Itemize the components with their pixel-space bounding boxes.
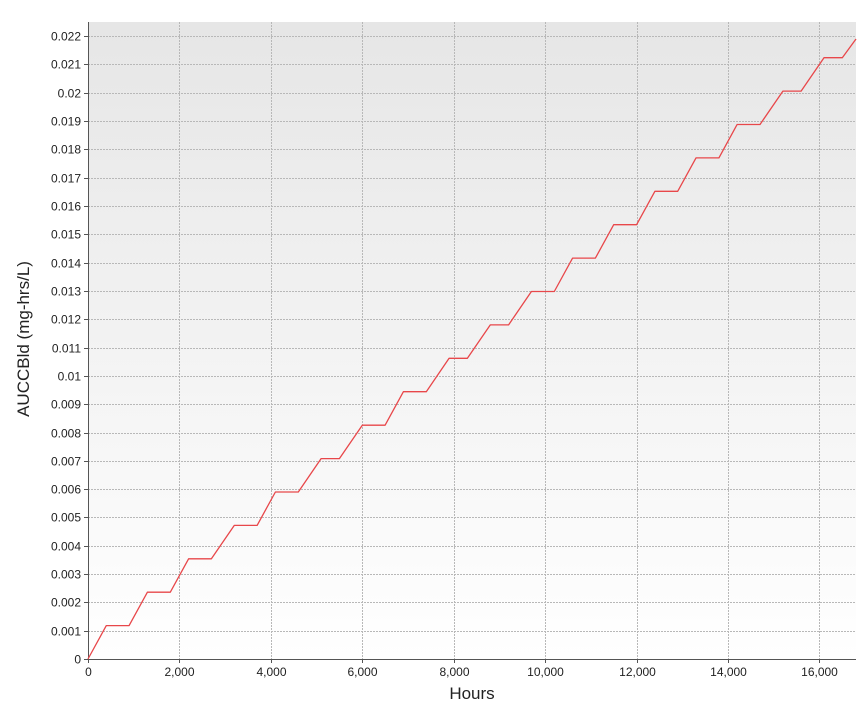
- y-tick-label: 0.002: [51, 596, 81, 610]
- y-tick-label: 0.001: [51, 625, 81, 639]
- y-tick-label: 0.011: [52, 342, 81, 356]
- x-tick-label: 2,000: [164, 665, 194, 679]
- x-tick-label: 12,000: [619, 665, 656, 679]
- y-tick-label: 0.003: [51, 568, 81, 582]
- x-tick-label: 0: [85, 665, 92, 679]
- x-axis-title: Hours: [449, 684, 494, 703]
- y-tick-label: 0.016: [51, 200, 81, 214]
- plot-area: [88, 22, 856, 659]
- x-tick-label: 10,000: [527, 665, 564, 679]
- x-tick-label: 6,000: [347, 665, 377, 679]
- y-tick-label: 0.007: [51, 455, 81, 469]
- grid-lines: [88, 22, 856, 659]
- x-tick-label: 14,000: [710, 665, 747, 679]
- y-tick-label: 0.008: [51, 427, 81, 441]
- y-tick-label: 0.013: [51, 285, 81, 299]
- y-tick-label: 0.015: [51, 228, 81, 242]
- y-tick-label: 0.006: [51, 483, 81, 497]
- y-tick-label: 0.014: [51, 257, 81, 271]
- y-axis-title: AUCCBld (mg-hrs/L): [14, 261, 33, 417]
- y-tick-label: 0.009: [51, 398, 81, 412]
- series-line: [87, 38, 857, 660]
- y-axis-ticks: 0 0.001 0.002 0.003 0.004 0.005 0.006 0.007 0.00…: [51, 30, 88, 667]
- y-tick-label: 0.018: [51, 143, 81, 157]
- y-tick-label: 0.02: [58, 87, 82, 101]
- y-tick-label: 0: [74, 653, 81, 667]
- series-layer: [87, 38, 857, 660]
- y-tick-label: 0.012: [51, 313, 81, 327]
- y-tick-label: 0.017: [51, 172, 81, 186]
- x-axis-ticks: 0 2,000 4,000 6,000 8,000 10,000 12,000 14,000 1…: [85, 659, 838, 679]
- x-tick-label: 8,000: [439, 665, 469, 679]
- y-tick-label: 0.022: [51, 30, 81, 44]
- y-tick-label: 0.021: [51, 58, 81, 72]
- y-tick-label: 0.004: [51, 540, 81, 554]
- y-tick-label: 0.005: [51, 511, 81, 525]
- x-tick-label: 4,000: [256, 665, 286, 679]
- y-tick-label: 0.019: [51, 115, 81, 129]
- y-tick-label: 0.01: [58, 370, 82, 384]
- x-tick-label: 16,000: [801, 665, 838, 679]
